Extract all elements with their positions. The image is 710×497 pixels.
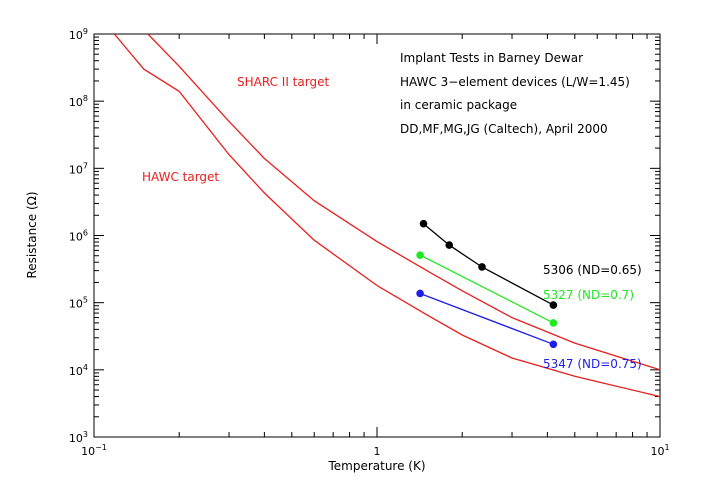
data-point bbox=[549, 301, 558, 309]
series-line-4 bbox=[419, 292, 554, 345]
data-point bbox=[416, 289, 424, 298]
y-axis-title: Resistance (Ω) bbox=[25, 191, 39, 278]
series-line-3 bbox=[419, 254, 554, 324]
data-point bbox=[445, 241, 454, 249]
annotation-line-3: in ceramic package bbox=[400, 98, 517, 112]
data-point bbox=[549, 340, 558, 349]
annotation-line-1: Implant Tests in Barney Dewar bbox=[400, 51, 583, 65]
series-label-5306: 5306 (ND=0.65) bbox=[543, 263, 642, 277]
y-tick-label: 107 bbox=[69, 161, 88, 176]
x-tick-label: 101 bbox=[650, 443, 669, 458]
annotation-line-2: HAWC 3−element devices (L/W=1.45) bbox=[400, 75, 630, 89]
y-tick-label: 106 bbox=[69, 229, 88, 244]
y-tick-label: 105 bbox=[69, 296, 88, 311]
annotation-line-4: DD,MF,MG,JG (Caltech), April 2000 bbox=[400, 122, 608, 136]
x-axis-title: Temperature (K) bbox=[327, 459, 425, 473]
series-line-1 bbox=[113, 34, 660, 398]
data-point bbox=[419, 219, 428, 228]
y-tick-label: 109 bbox=[69, 27, 88, 42]
data-point bbox=[549, 319, 558, 327]
series-label-hawc: HAWC target bbox=[142, 170, 219, 184]
series-layer bbox=[113, 34, 660, 398]
series-line-0 bbox=[147, 34, 660, 371]
y-tick-label: 108 bbox=[69, 94, 88, 109]
series-label-5327: 5327 (ND=0.7) bbox=[543, 288, 634, 302]
x-tick-label: 10−1 bbox=[81, 443, 107, 458]
x-tick-label: 1 bbox=[374, 445, 381, 458]
series-line-2 bbox=[423, 223, 554, 306]
y-tick-label: 104 bbox=[69, 363, 88, 378]
y-tick-label: 103 bbox=[69, 430, 88, 445]
series-label-sharc: SHARC II target bbox=[237, 75, 329, 89]
data-point bbox=[416, 251, 424, 259]
axis-ticks bbox=[93, 33, 661, 438]
series-label-5347: 5347 (ND=0.75) bbox=[543, 357, 642, 371]
tick-labels: 10−1 1 101 103 104 105 106 107 108 109 bbox=[69, 27, 670, 458]
data-point bbox=[478, 263, 486, 271]
